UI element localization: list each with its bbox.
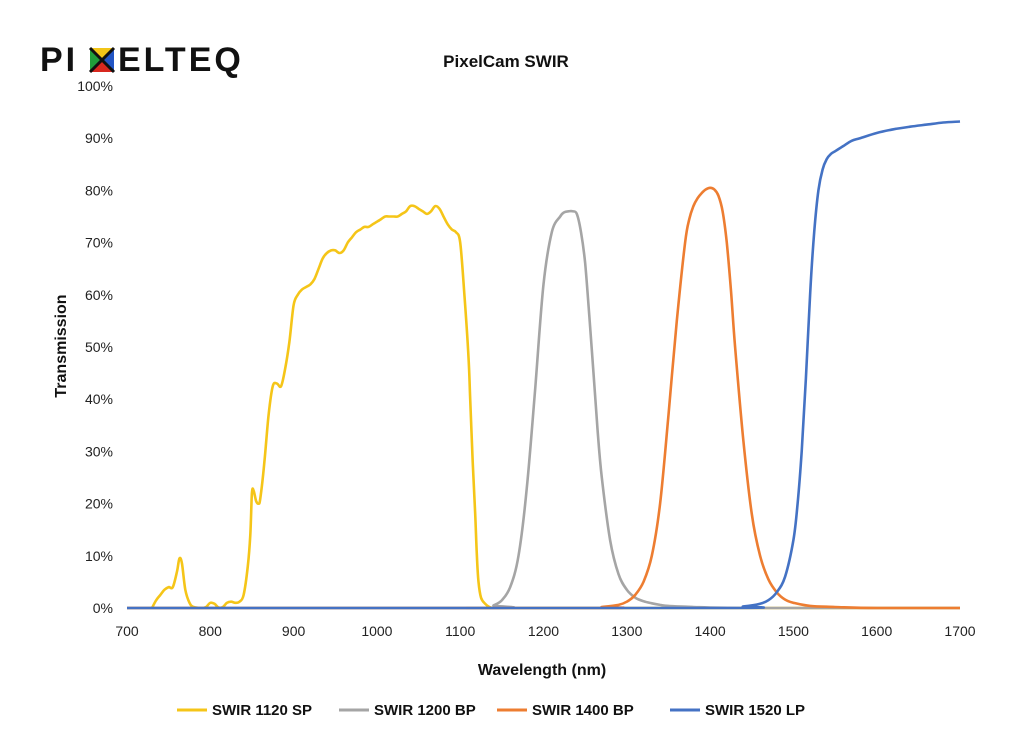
x-axis-title: Wavelength (nm) — [478, 662, 606, 679]
y-axis-tick-labels: 0% 10% 20% 30% 40% 50% 60% 70% 80% 90% 100% — [77, 78, 113, 616]
pixelteq-logo: PI ELTEQ — [40, 41, 244, 79]
y-tick-label: 10% — [85, 548, 113, 564]
logo-text-end: ELTEQ — [118, 41, 244, 79]
x-tick-label: 1300 — [611, 623, 642, 639]
x-tick-label: 900 — [282, 623, 306, 639]
y-tick-label: 60% — [85, 287, 113, 303]
logo-x-mark — [88, 46, 116, 74]
y-tick-label: 50% — [85, 339, 113, 355]
y-tick-label: 30% — [85, 443, 113, 459]
series-line-swir-1520-lp — [126, 120, 961, 610]
x-tick-label: 1000 — [361, 623, 392, 639]
x-tick-label: 700 — [115, 623, 139, 639]
x-tick-label: 1400 — [695, 623, 726, 639]
x-tick-label: 1600 — [861, 623, 892, 639]
legend-label: SWIR 1120 SP — [212, 702, 312, 719]
chart-title: PixelCam SWIR — [443, 52, 569, 71]
y-tick-label: 100% — [77, 78, 113, 94]
series-lines — [126, 120, 961, 610]
y-tick-label: 0% — [93, 600, 113, 616]
legend: SWIR 1120 SP SWIR 1200 BP SWIR 1400 BP SWIR… — [177, 702, 805, 719]
x-tick-label: 1700 — [944, 623, 975, 639]
x-tick-label: 800 — [199, 623, 223, 639]
y-tick-label: 90% — [85, 130, 113, 146]
logo-text-start: PI — [40, 41, 78, 79]
y-axis-title: Transmission — [53, 294, 70, 397]
y-tick-label: 70% — [85, 235, 113, 251]
series-line-swir-1120-sp — [150, 204, 960, 610]
x-tick-label: 1500 — [778, 623, 809, 639]
y-tick-label: 80% — [85, 182, 113, 198]
series-line-swir-1200-bp — [126, 209, 960, 610]
legend-label: SWIR 1400 BP — [532, 702, 634, 719]
series-line-swir-1400-bp — [126, 186, 960, 610]
legend-label: SWIR 1200 BP — [374, 702, 476, 719]
x-tick-label: 1200 — [528, 623, 559, 639]
legend-label: SWIR 1520 LP — [705, 702, 805, 719]
y-tick-label: 20% — [85, 496, 113, 512]
y-tick-label: 40% — [85, 391, 113, 407]
x-tick-label: 1100 — [445, 623, 475, 639]
x-axis-tick-labels: 700 800 900 1000 1100 1200 1300 1400 1500 1600 170… — [115, 623, 975, 639]
